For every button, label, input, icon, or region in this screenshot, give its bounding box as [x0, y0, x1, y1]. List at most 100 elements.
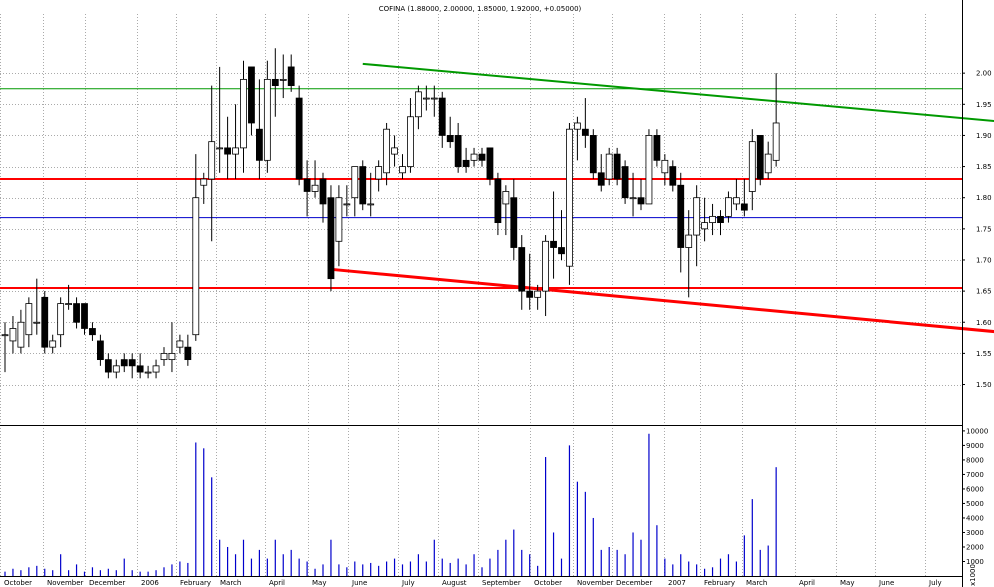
candle-body-92: [733, 197, 740, 205]
candle-body-5: [41, 296, 49, 348]
candle-body-82: [653, 135, 661, 161]
candle-body-46: [367, 203, 375, 206]
candle-body-74: [589, 135, 597, 174]
reference-lines: [0, 62, 994, 334]
month-label-12: October: [534, 579, 562, 587]
candle-body-87: [693, 197, 701, 236]
price-tick-label-1: 1.95: [976, 101, 992, 109]
candle-body-95: [756, 135, 764, 180]
candle-body-75: [597, 172, 605, 186]
candle-body-38: [303, 178, 311, 192]
candle-body-22: [176, 340, 184, 348]
candle-body-25: [200, 178, 208, 186]
volume-tick-label-4: 6000: [966, 485, 984, 493]
candle-body-70: [558, 247, 565, 255]
candle-body-73: [581, 128, 589, 136]
candle-body-72: [574, 122, 581, 130]
candle-body-49: [391, 147, 398, 155]
candle-body-66: [526, 290, 534, 298]
volume-tick-label-9: 1000: [966, 558, 984, 566]
candle-body-6: [49, 340, 57, 348]
candle-body-61: [486, 147, 494, 180]
month-label-3: 2006: [141, 579, 159, 587]
candle-body-9: [73, 303, 80, 323]
candle-body-21: [168, 352, 176, 361]
month-label-16: February: [704, 579, 735, 587]
candle-body-35: [279, 78, 287, 81]
candle-body-41: [327, 197, 335, 280]
volume-tick-label-2: 8000: [966, 456, 984, 464]
trend-line-1: [330, 267, 994, 334]
candle-body-1: [9, 328, 17, 342]
month-label-5: March: [220, 579, 241, 587]
candle-body-36: [287, 66, 295, 87]
candle-body-33: [263, 78, 271, 161]
candle-body-64: [510, 197, 518, 248]
candle-body-42: [335, 197, 343, 242]
price-tick-label-0: 2.00: [976, 70, 992, 78]
month-label-15: 2007: [668, 579, 686, 587]
candle-body-79: [629, 197, 637, 200]
candle-body-85: [677, 184, 685, 248]
candle-body-83: [661, 159, 669, 174]
candle-body-97: [772, 122, 780, 161]
candle-body-48: [383, 128, 391, 174]
candle-body-65: [518, 247, 526, 292]
candle-body-7: [57, 303, 65, 336]
month-label-2: December: [89, 579, 125, 587]
price-tick-labels: 2.00 1.95 1.90 1.85 1.80 1.75 1.70 1.65 1.60 1.55…: [962, 70, 992, 389]
candle-body-55: [438, 97, 446, 136]
volume-tick-label-6: 4000: [966, 514, 984, 522]
candle-body-63: [502, 191, 510, 205]
candle-body-50: [399, 166, 406, 174]
candle-body-27: [216, 147, 224, 150]
candle-body-96: [764, 153, 772, 174]
candle-body-57: [454, 135, 462, 167]
volume-tick-label-0: 10000: [966, 427, 988, 435]
volume-tick-label-3: 7000: [966, 471, 984, 479]
price-tick-label-10: 1.50: [976, 381, 992, 389]
candle-body-4: [33, 321, 41, 324]
month-label-9: July: [401, 579, 415, 587]
candle-body-8: [65, 303, 72, 305]
price-tick-label-5: 1.75: [976, 225, 992, 233]
candle-body-44: [351, 166, 359, 199]
month-labels: October November December 2006 February March…: [4, 579, 942, 587]
candle-body-67: [534, 290, 542, 298]
month-label-4: February: [180, 579, 211, 587]
candle-body-0: [1, 334, 9, 337]
candle-body-29: [232, 147, 239, 155]
candle-body-88: [701, 222, 708, 230]
month-label-20: June: [878, 579, 894, 587]
candle-body-12: [97, 340, 104, 361]
candle-body-52: [414, 91, 422, 118]
candle-body-58: [462, 159, 470, 167]
chart-title: COFINA (1.88000, 2.00000, 1.85000, 1.920…: [379, 5, 582, 13]
candle-body-84: [669, 166, 677, 186]
candle-body-69: [550, 240, 557, 248]
month-label-21: July: [928, 579, 942, 587]
candle-body-20: [160, 352, 168, 361]
candle-body-37: [295, 97, 303, 180]
candle-body-26: [208, 141, 216, 180]
price-tick-label-8: 1.60: [976, 319, 992, 327]
candle-body-28: [224, 147, 232, 155]
grid-lines: [0, 14, 962, 576]
candle-body-80: [637, 197, 645, 205]
candle-body-89: [709, 215, 716, 224]
volume-unit-label: x1000: [969, 564, 977, 586]
candle-body-32: [255, 128, 263, 161]
candle-body-68: [542, 240, 549, 292]
volume-tick-label-7: 3000: [966, 529, 984, 537]
candle-body-93: [740, 203, 748, 211]
candle-body-94: [748, 141, 756, 192]
candle-body-40: [319, 178, 327, 205]
candle-body-86: [685, 234, 693, 248]
candles: [1, 48, 780, 379]
volume-tick-label-8: 2000: [966, 543, 984, 551]
month-label-17: March: [746, 579, 767, 587]
price-tick-label-6: 1.70: [976, 256, 992, 264]
candle-body-2: [17, 321, 25, 348]
